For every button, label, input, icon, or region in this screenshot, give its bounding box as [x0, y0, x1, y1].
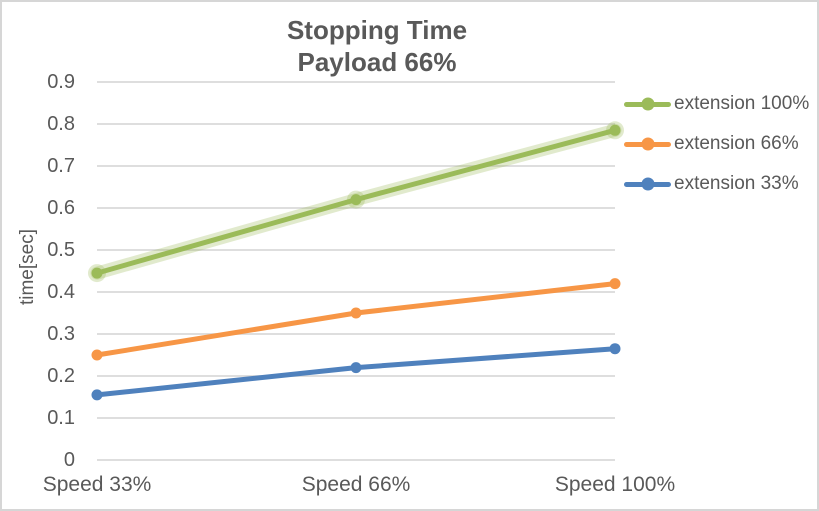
- data-point-extension-66-: [91, 349, 103, 361]
- legend-item: extension 33%: [624, 164, 817, 204]
- legend: extension 100% extension 66% extension 33%: [624, 84, 817, 204]
- y-tick-label: 0.6: [47, 197, 75, 219]
- legend-label: extension 33%: [674, 173, 799, 194]
- data-point-extension-66-: [609, 278, 621, 290]
- x-tick-label: Speed 66%: [301, 473, 411, 496]
- y-tick-label: 0.7: [47, 155, 75, 177]
- y-tick-label: 0.2: [47, 365, 75, 387]
- legend-item: extension 100%: [624, 84, 817, 124]
- legend-item: extension 66%: [624, 124, 817, 164]
- y-tick-label: 0.5: [47, 239, 75, 261]
- data-point-extension-33-: [609, 343, 621, 355]
- data-point-extension-66-: [350, 307, 362, 319]
- legend-dot-icon: [641, 97, 654, 111]
- x-tick-label: Speed 33%: [42, 473, 152, 496]
- data-point-extension-100-: [609, 124, 621, 136]
- legend-label: extension 66%: [674, 133, 799, 154]
- y-tick-label: 0.4: [47, 281, 75, 303]
- data-point-extension-100-: [91, 267, 103, 279]
- y-tick-label: 0.8: [47, 113, 75, 135]
- y-tick-label: 0.1: [47, 407, 75, 429]
- x-tick-label: Speed 100%: [554, 473, 676, 496]
- legend-line-marker-icon: [624, 97, 671, 111]
- legend-line-marker-icon: [624, 177, 671, 191]
- legend-dot-icon: [641, 177, 654, 191]
- y-tick-label: 0: [63, 449, 75, 471]
- data-point-extension-33-: [350, 362, 362, 374]
- legend-dot-icon: [641, 137, 654, 151]
- chart-subtitle: Payload 66%: [297, 47, 457, 77]
- data-point-extension-100-: [350, 194, 362, 206]
- chart-title: Stopping Time: [286, 15, 468, 45]
- y-tick-label: 0.3: [47, 323, 75, 345]
- legend-label: extension 100%: [674, 93, 810, 114]
- data-point-extension-33-: [91, 389, 103, 401]
- legend-line-marker-icon: [624, 137, 671, 151]
- y-tick-label: 0.9: [47, 71, 75, 93]
- series-line-extension-66-: [94, 281, 618, 358]
- chart-title-block: Stopping Time Payload 66%: [142, 14, 612, 78]
